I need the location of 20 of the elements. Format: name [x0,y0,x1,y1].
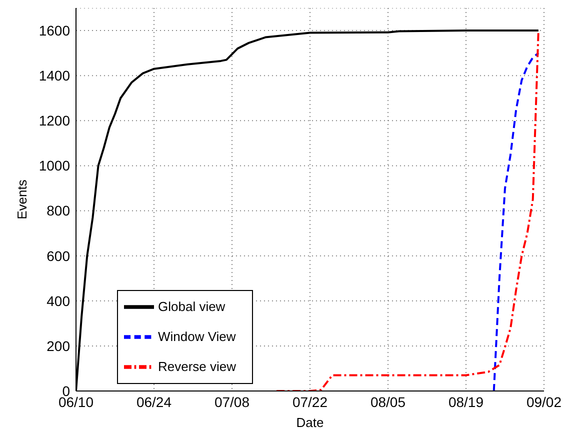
x-tick-label: 08/19 [448,394,484,410]
legend-label: Global view [158,299,226,314]
x-tick-label: 08/05 [370,394,406,410]
legend-label: Reverse view [158,359,236,374]
y-axis-title: Events [14,179,30,220]
y-tick-label: 200 [46,338,70,354]
x-tick-label: 07/08 [214,394,250,410]
y-tick-label: 800 [46,202,70,219]
x-axis-title: Date [296,415,324,429]
y-tick-label: 400 [46,292,70,309]
y-tick-label: 1000 [38,158,70,174]
x-tick-label: 09/02 [526,394,562,410]
line-series [492,52,540,391]
y-tick-label: 1400 [38,68,70,84]
y-tick-label: 1600 [38,22,70,38]
x-tick-label: 06/24 [136,394,172,410]
y-tick-label: 600 [46,248,70,264]
y-tick-label: 1200 [38,112,70,129]
legend-label: Window View [158,329,236,344]
x-tick-label: 07/22 [292,394,328,410]
